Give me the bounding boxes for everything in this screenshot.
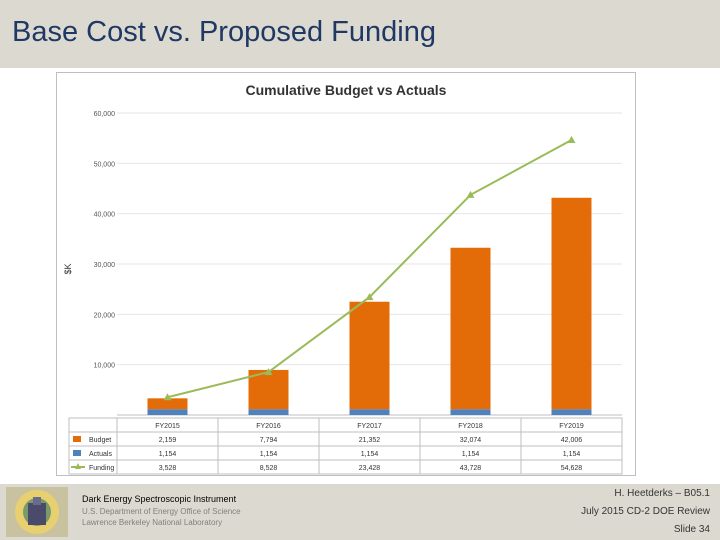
chart-title: Cumulative Budget vs Actuals — [246, 82, 447, 98]
legend-swatch-budget — [73, 436, 81, 442]
bar-budget — [551, 197, 592, 410]
data-label-actuals: 1,154 — [260, 451, 278, 458]
legend-label-budget: Budget — [89, 437, 111, 444]
y-axis-label: $K — [63, 263, 73, 274]
x-tick-label: FY2015 — [155, 423, 180, 430]
bar-actuals — [147, 409, 188, 415]
legend-swatch-actuals — [73, 450, 81, 456]
bar-budget — [147, 398, 188, 410]
org-name: Dark Energy Spectroscopic Instrument — [82, 494, 237, 504]
legend-marker-funding — [75, 463, 81, 469]
marker-funding — [567, 136, 576, 144]
data-label-funding: 3,528 — [159, 465, 177, 472]
marker-funding — [163, 393, 172, 401]
bar-actuals — [248, 409, 289, 415]
org-sub-doe: U.S. Department of Energy Office of Scie… — [82, 507, 241, 516]
marker-funding — [365, 293, 374, 301]
x-tick-label: FY2016 — [256, 423, 281, 430]
x-tick-label: FY2017 — [357, 423, 382, 430]
bar-budget — [349, 301, 390, 410]
data-label-budget: 2,159 — [159, 437, 177, 444]
data-label-actuals: 1,154 — [462, 451, 480, 458]
legend-label-actuals: Actuals — [89, 451, 112, 458]
y-tick-label: 30,000 — [94, 262, 116, 269]
x-tick-label: FY2018 — [458, 423, 483, 430]
data-label-funding: 23,428 — [359, 465, 381, 472]
legend-label-funding: Funding — [89, 465, 114, 472]
data-label-budget: 42,006 — [561, 437, 583, 444]
bar-budget — [450, 247, 491, 410]
data-label-budget: 32,074 — [460, 437, 482, 444]
chart-frame: Cumulative Budget vs Actuals $K 60,000 50,0… — [56, 72, 636, 476]
slide-header — [0, 0, 720, 68]
data-label-actuals: 1,154 — [361, 451, 379, 458]
x-tick-label: FY2019 — [559, 423, 584, 430]
y-tick-label: 40,000 — [94, 212, 116, 219]
desi-logo-icon — [6, 487, 68, 537]
marker-funding — [466, 190, 475, 198]
review-label: July 2015 CD-2 DOE Review — [581, 506, 710, 517]
org-sub-lbnl: Lawrence Berkeley National Laboratory — [82, 518, 223, 527]
y-tick-label: 50,000 — [94, 161, 116, 168]
data-label-funding: 43,728 — [460, 465, 482, 472]
footer-bar — [0, 484, 720, 540]
data-label-funding: 54,628 — [561, 465, 583, 472]
bar-budget — [248, 369, 289, 410]
y-tick-label: 20,000 — [94, 312, 116, 319]
data-label-actuals: 1,154 — [159, 451, 177, 458]
y-tick-label: 60,000 — [94, 111, 116, 118]
data-label-actuals: 1,154 — [563, 451, 581, 458]
y-tick-label: 10,000 — [94, 363, 116, 370]
bar-actuals — [551, 409, 592, 415]
data-label-budget: 7,794 — [260, 437, 278, 444]
chart-svg: Cumulative Budget vs Actuals $K 60,000 50,0… — [63, 82, 623, 475]
slide-title: Base Cost vs. Proposed Funding — [12, 16, 436, 48]
slide-number: Slide 34 — [673, 524, 710, 535]
marker-funding — [264, 368, 273, 376]
bar-actuals — [450, 409, 491, 415]
data-label-budget: 21,352 — [359, 437, 381, 444]
bar-actuals — [349, 409, 390, 415]
presenter-label: H. Heetderks – B05.1 — [614, 488, 710, 499]
data-label-funding: 8,528 — [260, 465, 278, 472]
